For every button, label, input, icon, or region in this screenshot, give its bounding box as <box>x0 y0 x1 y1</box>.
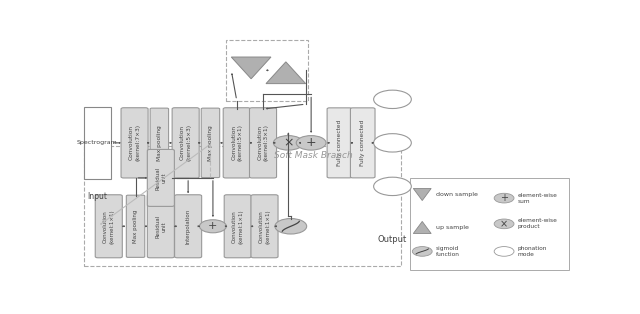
Text: +: + <box>500 193 508 203</box>
Text: element-wise
sum: element-wise sum <box>518 192 558 204</box>
FancyBboxPatch shape <box>147 149 174 206</box>
Text: Convolution
(kernel:1×1): Convolution (kernel:1×1) <box>259 209 270 244</box>
Polygon shape <box>266 62 306 84</box>
Text: element-wise
product: element-wise product <box>518 218 558 230</box>
Text: Residual
unit: Residual unit <box>156 215 166 238</box>
Text: phonation
mode: phonation mode <box>518 246 547 257</box>
Text: Residual
unit: Residual unit <box>156 166 166 190</box>
Text: Convolution
(kernel:3×1): Convolution (kernel:3×1) <box>257 124 269 161</box>
Text: Interpolation: Interpolation <box>186 208 191 244</box>
FancyBboxPatch shape <box>126 195 145 257</box>
FancyBboxPatch shape <box>224 195 252 258</box>
Bar <box>84 106 111 179</box>
Circle shape <box>374 90 412 109</box>
Text: Max pooling: Max pooling <box>157 125 162 161</box>
FancyBboxPatch shape <box>351 108 375 178</box>
Text: ×: × <box>500 219 508 229</box>
Text: Max pooling: Max pooling <box>133 209 138 243</box>
Text: Convolution
(kernel:5×1): Convolution (kernel:5×1) <box>231 124 243 161</box>
Circle shape <box>296 136 326 150</box>
Text: Input: Input <box>87 192 108 201</box>
Text: ×: × <box>283 136 294 149</box>
Circle shape <box>275 219 307 234</box>
FancyBboxPatch shape <box>147 195 174 258</box>
FancyBboxPatch shape <box>251 195 278 258</box>
Circle shape <box>494 246 514 256</box>
Text: Convolution
(kernel:1×1): Convolution (kernel:1×1) <box>232 209 243 244</box>
FancyBboxPatch shape <box>223 108 250 178</box>
Text: down sample: down sample <box>436 192 478 197</box>
FancyBboxPatch shape <box>327 108 352 178</box>
Text: Convolution
(kernel:7×3): Convolution (kernel:7×3) <box>129 124 140 161</box>
Text: Max pooling: Max pooling <box>208 125 213 161</box>
Bar <box>410 178 568 270</box>
Bar <box>227 40 308 100</box>
FancyBboxPatch shape <box>95 195 122 258</box>
Text: Fully connected: Fully connected <box>337 120 342 166</box>
FancyBboxPatch shape <box>121 108 148 178</box>
Text: +: + <box>208 221 218 231</box>
FancyBboxPatch shape <box>201 108 220 178</box>
Text: sigmoid
function: sigmoid function <box>436 246 460 257</box>
Bar <box>84 146 401 266</box>
Text: Output: Output <box>378 235 407 244</box>
Text: Convolution
(kernel:1×1): Convolution (kernel:1×1) <box>103 209 115 244</box>
Circle shape <box>412 246 432 256</box>
Circle shape <box>494 193 514 203</box>
Circle shape <box>374 177 412 196</box>
Text: Spectrogram: Spectrogram <box>77 140 118 145</box>
Text: +: + <box>306 136 316 149</box>
FancyBboxPatch shape <box>250 108 276 178</box>
Circle shape <box>374 134 412 152</box>
Circle shape <box>273 136 303 150</box>
Polygon shape <box>231 57 271 79</box>
FancyBboxPatch shape <box>175 195 202 258</box>
Circle shape <box>494 219 514 229</box>
Text: up sample: up sample <box>436 225 469 230</box>
FancyBboxPatch shape <box>172 108 199 178</box>
Circle shape <box>200 220 227 233</box>
FancyBboxPatch shape <box>150 108 168 178</box>
Polygon shape <box>413 188 431 201</box>
Text: Soft Mask Branch: Soft Mask Branch <box>274 151 353 160</box>
Text: Convolution
(kernel:5×3): Convolution (kernel:5×3) <box>180 124 191 161</box>
Text: Fully connected: Fully connected <box>360 120 365 166</box>
Polygon shape <box>413 221 431 234</box>
